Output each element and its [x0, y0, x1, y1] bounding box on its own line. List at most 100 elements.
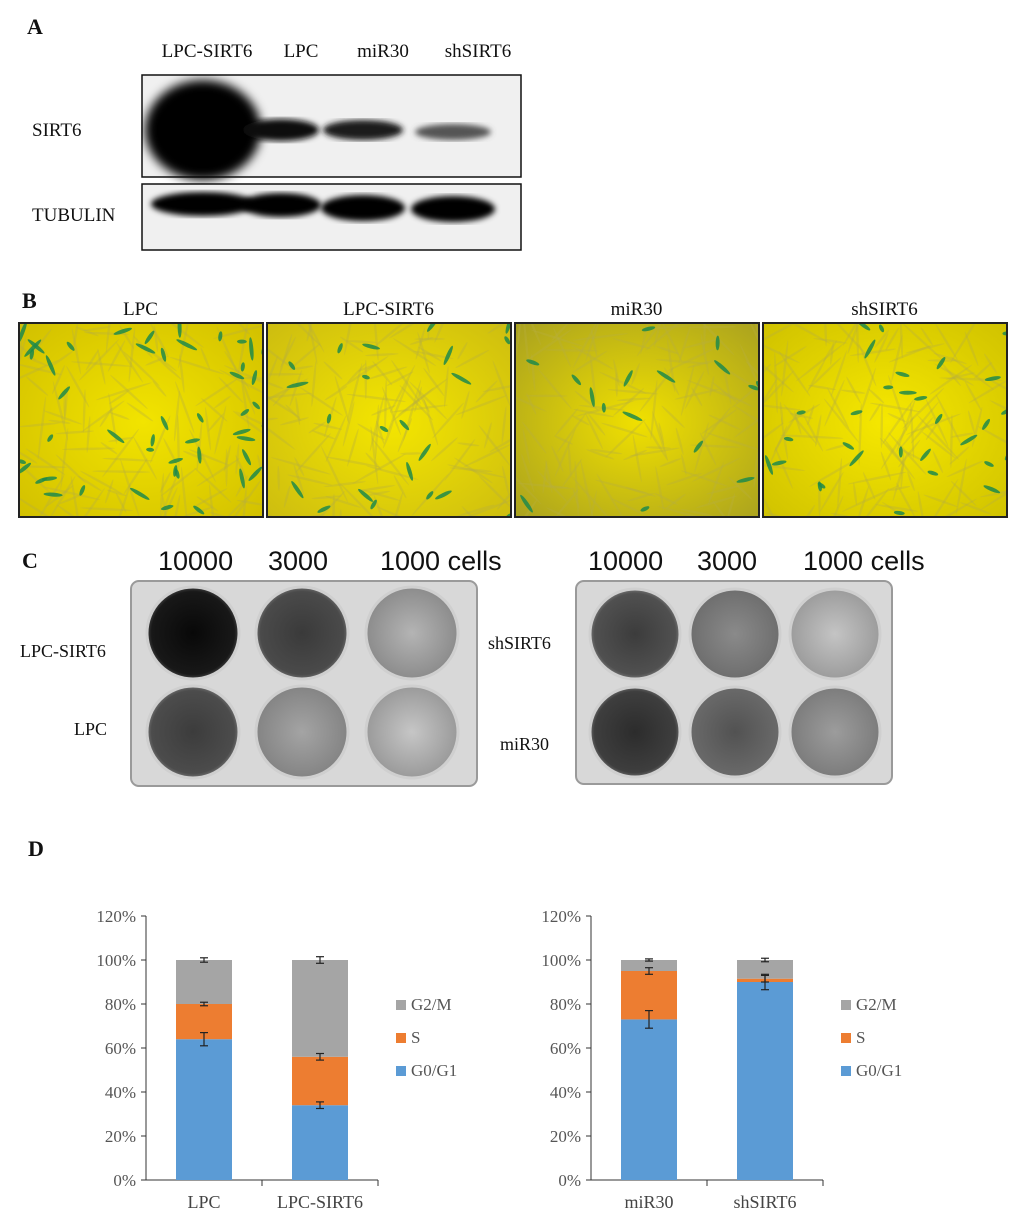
cell-outline — [209, 511, 235, 516]
cell-outline — [83, 326, 111, 332]
cell-outline — [808, 384, 837, 391]
legend-swatch — [841, 1000, 851, 1010]
cell-outline — [196, 458, 240, 487]
cell-outline — [554, 435, 573, 445]
cell-outline — [599, 371, 647, 394]
cell-outline — [665, 493, 686, 509]
cell-outline — [365, 452, 382, 471]
cell-outline — [175, 381, 195, 434]
cell-outline — [517, 324, 522, 345]
bar-segment-g0-g1 — [621, 1019, 677, 1180]
cell-outline — [554, 428, 576, 477]
cell-outline — [447, 464, 507, 478]
stained-cell — [45, 355, 56, 376]
cell-outline — [366, 465, 419, 480]
cell-outline — [35, 475, 65, 516]
cell-outline — [880, 416, 915, 470]
y-tick-label: 40% — [550, 1083, 581, 1102]
cell-outline — [66, 365, 90, 408]
cell-outline — [779, 434, 844, 439]
cell-outline — [205, 406, 211, 451]
cell-outline — [28, 328, 52, 360]
cell-outline — [288, 343, 321, 371]
cell-outline — [660, 324, 683, 362]
cell-outline — [455, 349, 490, 369]
cell-outline — [145, 356, 169, 366]
cell-outline — [536, 470, 568, 503]
stained-cell — [177, 324, 182, 338]
lane-label-4: shSIRT6 — [444, 41, 512, 62]
cell-outline — [523, 324, 530, 374]
cell-outline — [885, 327, 899, 351]
cell-outline — [110, 374, 148, 410]
stained-cell — [520, 494, 533, 513]
cell-outline — [181, 466, 188, 516]
cell-outline — [79, 339, 120, 381]
cell-outline — [774, 446, 793, 489]
cell-outline — [338, 355, 389, 390]
stained-cell — [249, 337, 254, 361]
cell-outline — [516, 460, 542, 505]
stained-cell — [898, 390, 917, 395]
stained-cell — [783, 436, 794, 442]
sirt6-band-lane3 — [323, 120, 403, 140]
cell-outline — [279, 417, 309, 426]
stained-cell — [160, 347, 167, 362]
cell-outline — [748, 324, 758, 367]
cell-outline — [482, 383, 510, 392]
cell-outline — [764, 363, 772, 379]
cell-outline — [85, 349, 99, 371]
stained-cell — [641, 326, 656, 332]
cell-outline — [226, 496, 249, 516]
cell-outline — [869, 403, 881, 422]
cell-outline — [842, 324, 866, 346]
cell-outline — [457, 342, 468, 360]
cell-outline — [268, 391, 301, 418]
cell-outline — [382, 386, 401, 436]
stained-cell — [20, 324, 27, 344]
cell-outline — [179, 354, 185, 393]
cell-outline — [364, 359, 368, 400]
cell-outline — [667, 346, 718, 372]
stained-cell — [58, 386, 71, 400]
cell-outline — [194, 467, 232, 503]
bar-segment-g0-g1 — [176, 1039, 232, 1180]
cell-outline — [80, 470, 123, 494]
cell-outline — [794, 410, 802, 435]
cell-outline — [20, 335, 27, 374]
cell-outline — [590, 449, 623, 455]
well-lpc-1000 — [364, 684, 460, 780]
stained-cell — [239, 468, 245, 489]
cell-outline — [765, 512, 786, 516]
cell-outline — [636, 324, 674, 357]
cell-outline — [708, 461, 724, 505]
cell-outline — [325, 496, 361, 508]
cell-outline — [49, 351, 73, 368]
right-seed-1000: 1000 cells — [803, 546, 925, 576]
cell-outline — [55, 454, 86, 484]
stained-cell — [291, 480, 304, 499]
cell-outline — [62, 447, 115, 451]
cell-outline — [235, 475, 248, 497]
cell-outline — [224, 350, 250, 390]
cell-outline — [293, 464, 304, 495]
cell-outline — [905, 343, 945, 354]
cell-outline — [553, 327, 571, 367]
cell-outline — [152, 380, 167, 397]
stained-cell — [168, 457, 183, 464]
cell-outline — [289, 370, 302, 407]
cell-outline — [20, 494, 60, 516]
cell-outline — [457, 442, 480, 447]
cell-outline — [774, 352, 778, 414]
stained-cell — [504, 336, 510, 345]
cell-outline — [675, 427, 684, 455]
cell-outline — [501, 406, 507, 444]
cell-outline — [701, 409, 738, 434]
stained-cell — [505, 324, 510, 334]
stained-cell — [756, 381, 758, 389]
stained-cell — [656, 370, 676, 383]
cell-outline — [240, 374, 250, 429]
cell-outline — [280, 336, 296, 368]
stained-cell — [252, 401, 261, 410]
cell-outline — [927, 479, 959, 516]
